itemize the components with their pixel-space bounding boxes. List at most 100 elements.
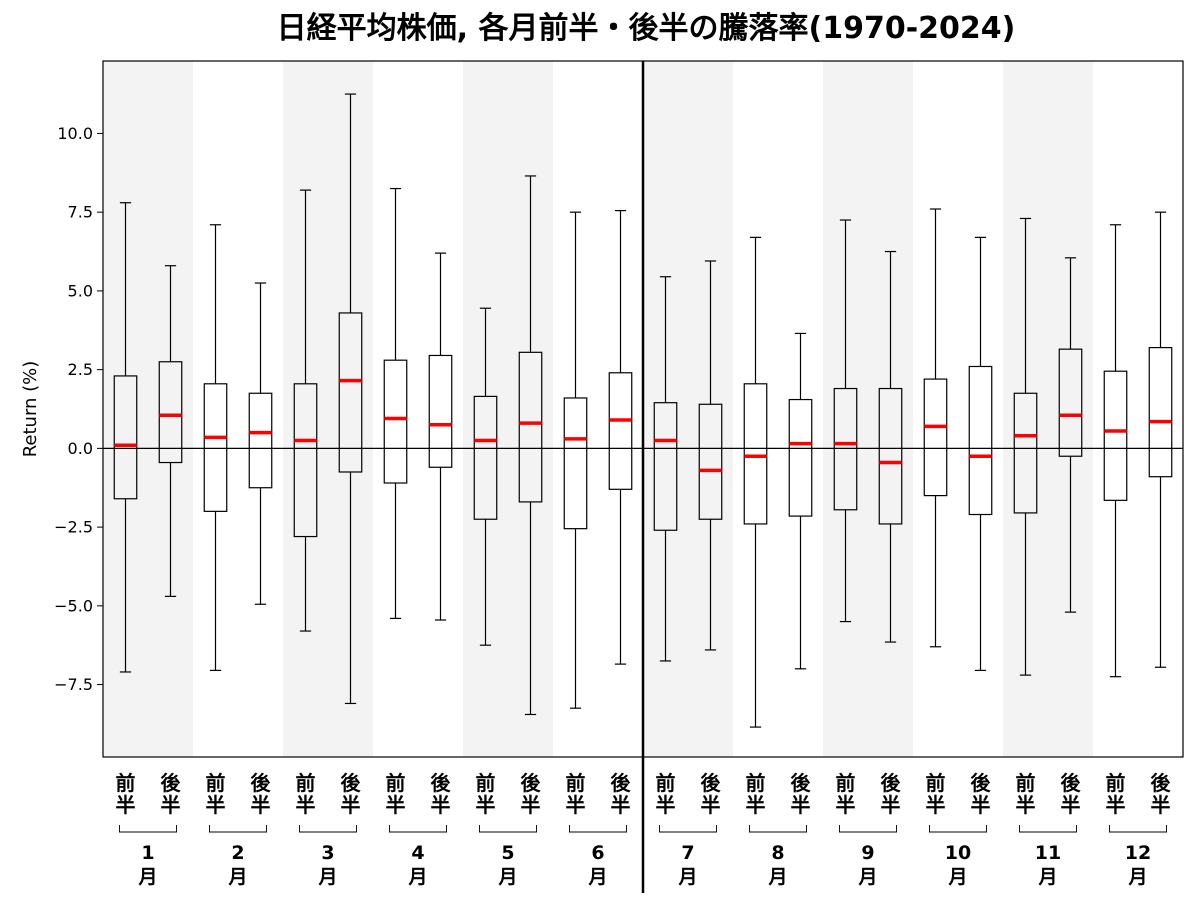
half-label: 半 [431,793,451,817]
half-label: 半 [566,793,586,817]
box-iqr [1103,370,1128,501]
boxplot-item [158,265,183,597]
boxplot-item [923,208,948,648]
box-iqr [113,375,138,500]
month-unit: 月 [767,866,787,888]
y-tick-label: 2.5 [68,360,93,379]
boxplot-item [1013,217,1038,676]
month-shade [643,61,733,757]
half-label: 前 [296,771,316,795]
box-iqr [788,398,813,517]
boxplot-item [653,276,678,662]
half-label: 半 [1151,793,1171,817]
month-unit: 月 [317,866,337,888]
half-label: 前 [926,771,946,795]
month-shade [283,61,373,757]
y-axis: −7.5 −5.0 −2.5 0.0 2.5 5.0 7.5 10.0 [54,124,103,694]
month-bracket [1109,825,1167,833]
month-bracket [839,825,897,833]
half-label: 半 [1106,793,1126,817]
month-shade [463,61,553,757]
half-label: 前 [386,771,406,795]
boxplot-item [473,307,498,646]
half-label: 半 [161,793,181,817]
month-unit: 月 [1127,866,1147,888]
boxplot-item [1148,211,1173,668]
half-label: 後 [251,771,272,795]
half-label: 前 [746,771,766,795]
box-iqr [608,372,633,490]
half-label: 半 [791,793,811,817]
half-label: 半 [251,793,271,817]
box-iqr [1013,392,1038,514]
boxplot-item [428,252,453,621]
half-label: 半 [926,793,946,817]
half-label: 半 [656,793,676,817]
half-label: 半 [971,793,991,817]
half-label: 前 [116,771,136,795]
box-iqr [923,378,948,497]
boxplot-item [518,175,543,716]
half-label: 半 [1016,793,1036,817]
month-unit: 月 [227,866,247,888]
y-tick-label: −5.0 [54,596,93,615]
month-number: 5 [501,842,514,864]
month-bracket [119,825,177,833]
half-label: 後 [701,771,722,795]
y-tick-label: −7.5 [54,675,93,694]
box-iqr [473,395,498,520]
boxplot-item [338,93,363,705]
box-iqr [203,383,228,512]
month-bracket [569,825,627,833]
half-label: 前 [1106,771,1126,795]
half-label: 半 [476,793,496,817]
y-tick-label: 7.5 [68,203,93,222]
half-label: 後 [881,771,902,795]
half-label: 後 [431,771,452,795]
half-label: 前 [836,771,856,795]
half-label: 半 [386,793,406,817]
y-tick-label: 10.0 [57,124,93,143]
box-iqr [428,354,453,468]
boxplot-item [833,219,858,623]
boxplot-item [878,250,903,643]
half-label: 後 [161,771,182,795]
month-shades [103,61,1093,757]
half-label: 後 [1061,771,1082,795]
half-label: 後 [521,771,542,795]
month-bracket [479,825,537,833]
y-tick-label: 5.0 [68,281,93,300]
month-number: 3 [321,842,334,864]
box-iqr [563,397,588,530]
half-label: 後 [971,771,992,795]
month-bracket [929,825,987,833]
half-label: 半 [881,793,901,817]
box-iqr [158,361,183,464]
box-iqr [383,359,408,484]
chart-title: 日経平均株価, 各月前半・後半の騰落率(1970-2024) [277,11,1016,46]
month-number: 8 [771,842,784,864]
month-unit: 月 [137,866,157,888]
half-label: 半 [521,793,541,817]
half-label: 前 [1016,771,1036,795]
month-unit: 月 [857,866,877,888]
box-iqr [968,365,993,516]
box-iqr [698,403,723,520]
month-number: 6 [591,842,604,864]
boxplot-item [1103,224,1128,678]
half-label: 半 [341,793,361,817]
half-label: 後 [341,771,362,795]
boxplot-item [293,189,318,632]
month-bracket [1019,825,1077,833]
boxplot-item [788,332,813,670]
half-label: 前 [476,771,496,795]
month-bracket [389,825,447,833]
half-label: 半 [116,793,136,817]
boxplot-item [563,211,588,709]
box-iqr [878,387,903,525]
half-label: 半 [296,793,316,817]
box-iqr [653,402,678,531]
boxplot-item [383,187,408,620]
month-number: 1 [141,842,154,864]
